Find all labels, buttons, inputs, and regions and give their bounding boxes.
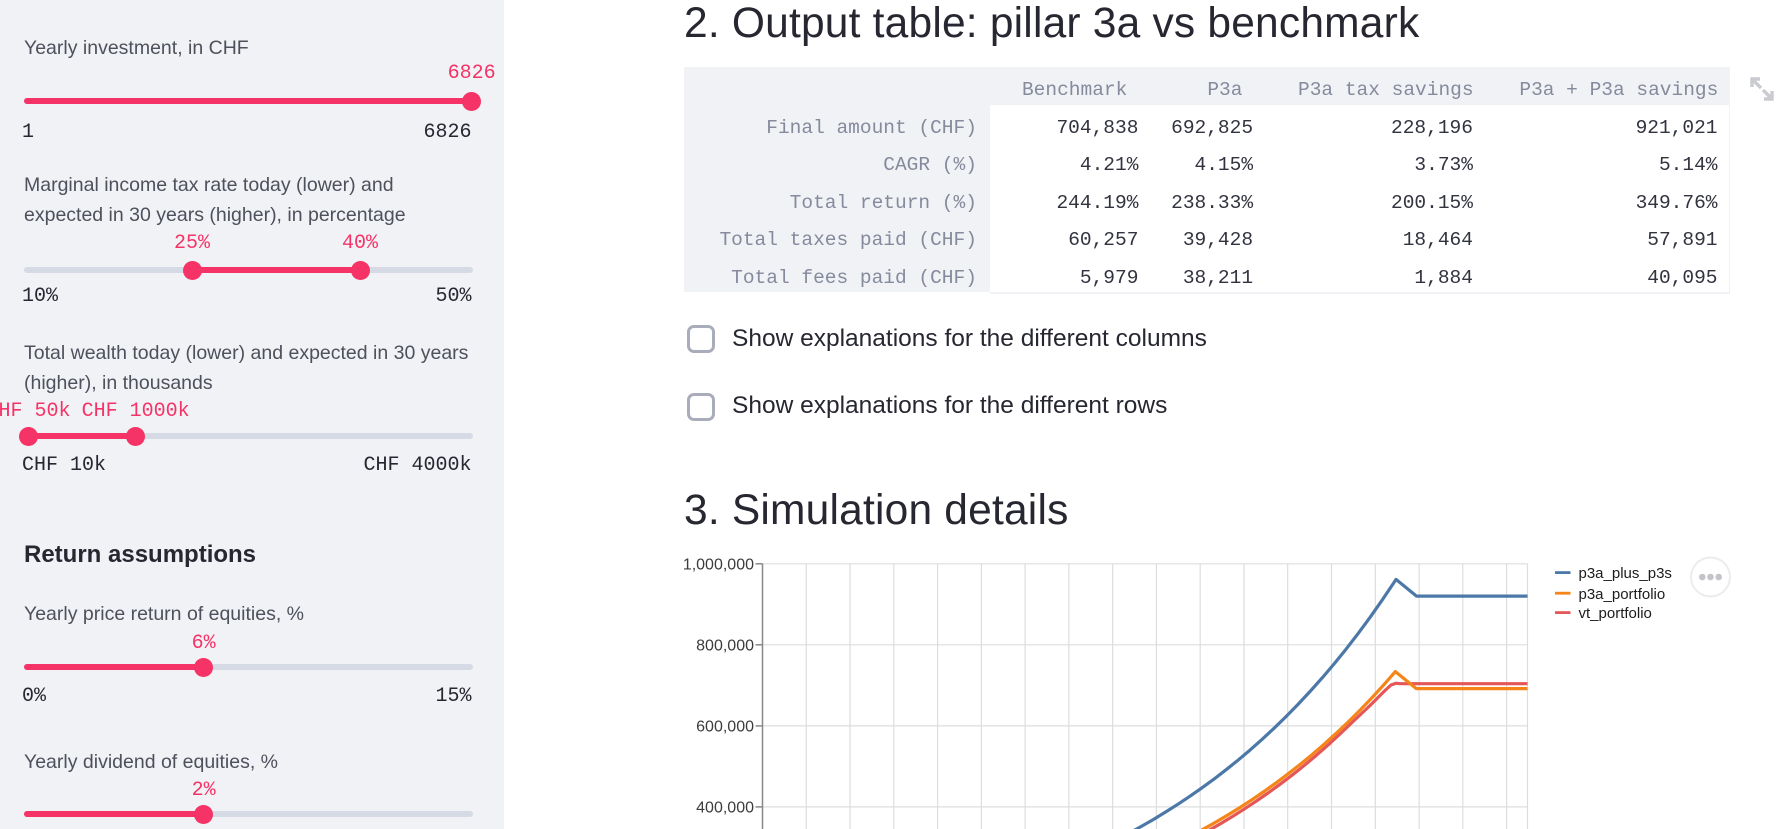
svg-text:800,000: 800,000 xyxy=(696,637,754,654)
svg-text:1,000,000: 1,000,000 xyxy=(683,556,754,573)
svg-text:600,000: 600,000 xyxy=(696,718,754,735)
svg-text:400,000: 400,000 xyxy=(696,799,754,816)
svg-text:p3a_plus_p3s: p3a_plus_p3s xyxy=(1579,565,1672,582)
svg-text:vt_portfolio: vt_portfolio xyxy=(1579,605,1652,622)
svg-text:p3a_portfolio: p3a_portfolio xyxy=(1579,586,1666,603)
